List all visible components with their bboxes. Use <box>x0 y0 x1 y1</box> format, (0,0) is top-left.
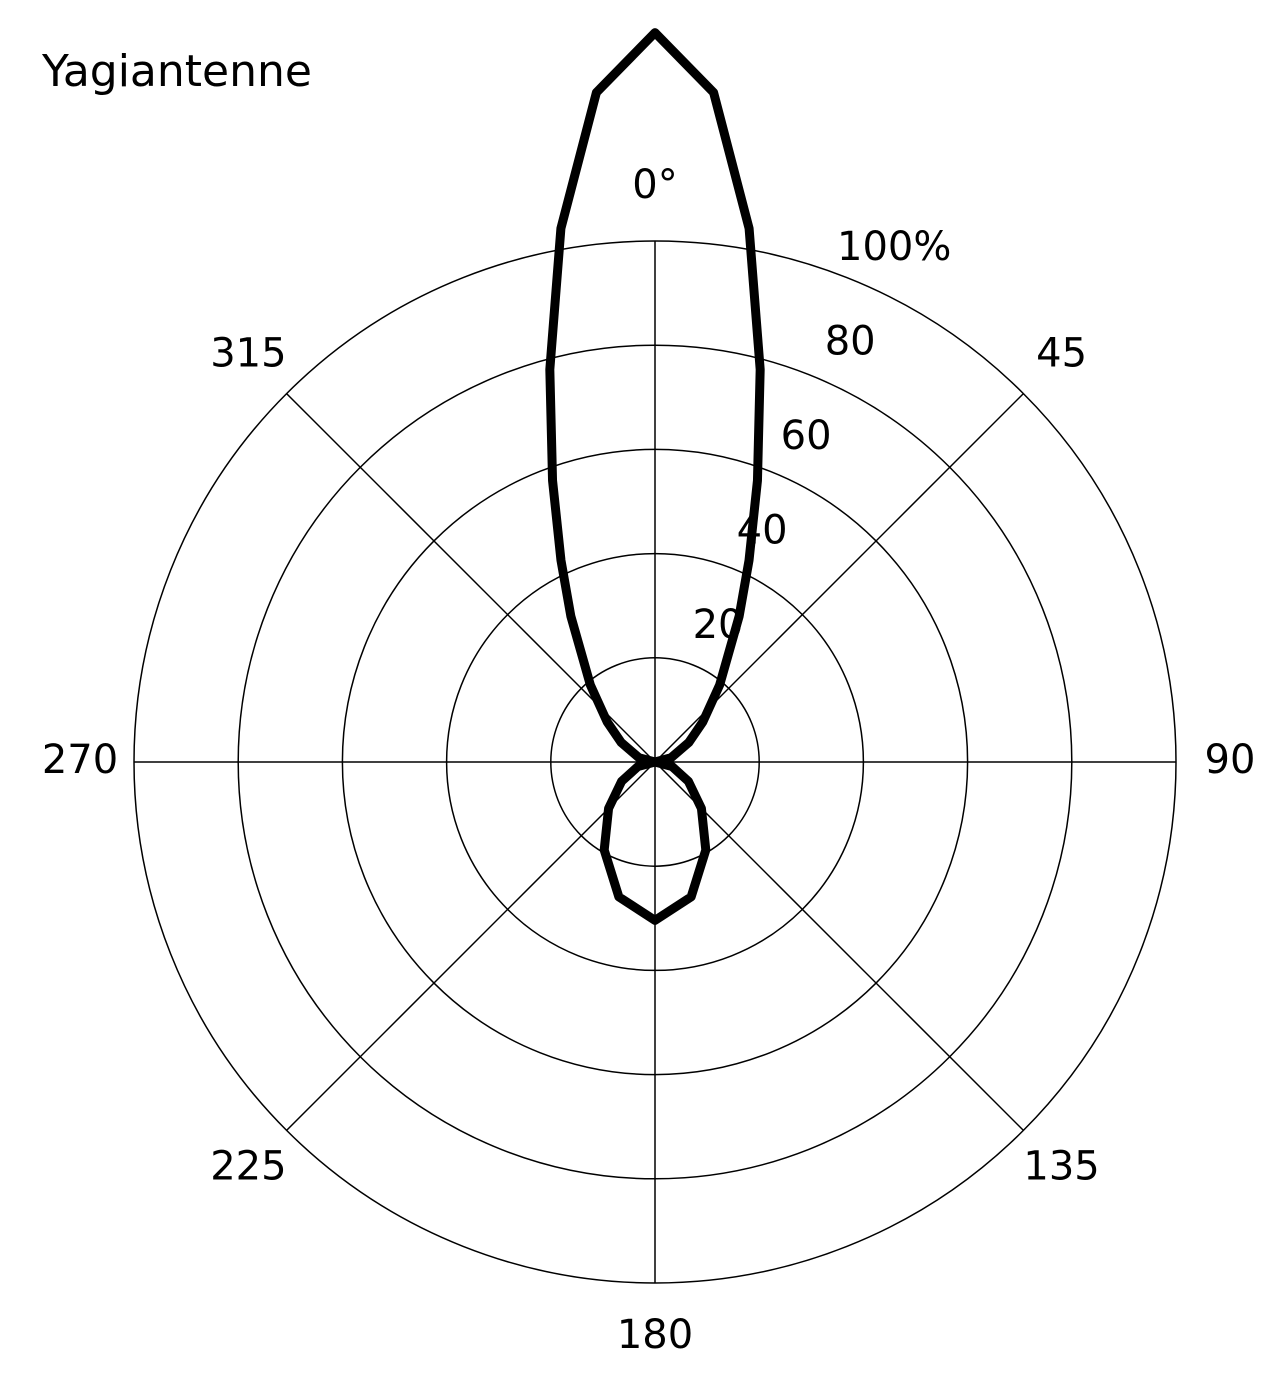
grid-spoke <box>286 761 656 1131</box>
r-tick-label: 60 <box>781 413 832 459</box>
angle-tick-label: 180 <box>617 1312 693 1358</box>
angle-tick-label: 315 <box>210 330 286 376</box>
chart-title: Yagiantenne <box>41 46 312 97</box>
angle-tick-label: 90 <box>1205 737 1256 783</box>
r-tick-label: 40 <box>737 507 788 553</box>
angle-tick-label: 270 <box>42 737 118 783</box>
angle-tick-label: 135 <box>1023 1144 1099 1190</box>
pattern-line <box>545 28 765 925</box>
grid-spoke <box>654 761 1024 1131</box>
r-tick-label: 80 <box>825 318 876 364</box>
angle-tick-label: 0° <box>632 162 677 208</box>
angle-tick-label: 225 <box>210 1144 286 1190</box>
angle-tick-label: 45 <box>1036 330 1087 376</box>
r-tick-label: 100% <box>837 224 951 270</box>
